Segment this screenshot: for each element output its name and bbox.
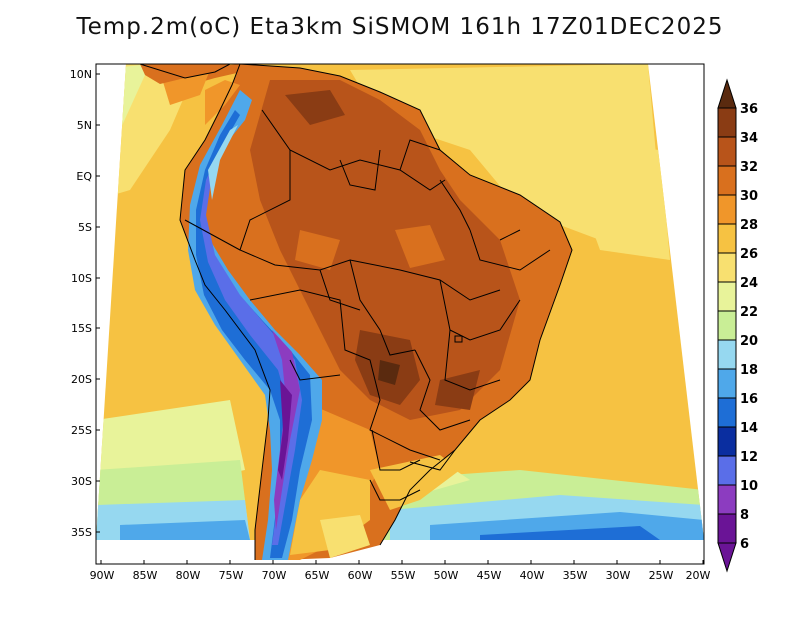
colorbar-label: 24 xyxy=(740,276,758,291)
map-frame xyxy=(95,63,705,565)
colorbar-label: 8 xyxy=(740,508,749,523)
amazon-hot-zone xyxy=(250,80,520,420)
colorbar-label: 14 xyxy=(740,421,758,436)
colorbar-segment xyxy=(717,513,737,544)
colorbar-label: 26 xyxy=(740,247,758,262)
colorbar-segment xyxy=(717,368,737,399)
country-borders xyxy=(139,64,573,560)
colorbar-segment xyxy=(717,165,737,196)
colorbar-segment xyxy=(717,252,737,283)
lon-tick-label: 50W xyxy=(434,569,459,582)
colorbar-segment xyxy=(717,426,737,457)
lon-tick-label: 30W xyxy=(606,569,631,582)
lon-tick-label: 25W xyxy=(649,569,674,582)
lon-tick-label: 40W xyxy=(520,569,545,582)
colorbar-label: 34 xyxy=(740,131,758,146)
lat-tick-label: 25S xyxy=(71,424,92,437)
temperature-field xyxy=(96,64,704,560)
colorbar-label: 16 xyxy=(740,392,758,407)
lat-tick-label: 15S xyxy=(71,322,92,335)
colorbar-label: 30 xyxy=(740,189,758,204)
lon-tick-label: 70W xyxy=(262,569,287,582)
colorbar-segment xyxy=(717,455,737,486)
colorbar-label: 32 xyxy=(740,160,758,175)
lon-tick-label: 85W xyxy=(133,569,158,582)
lon-tick-label: 75W xyxy=(219,569,244,582)
lat-tick-label: 10S xyxy=(71,272,92,285)
colorbar-segment xyxy=(717,107,737,138)
colorbar-label: 18 xyxy=(740,363,758,378)
colorbar-label: 12 xyxy=(740,450,758,465)
central-america-land xyxy=(140,64,230,84)
colorbar-label: 22 xyxy=(740,305,758,320)
colorbar-segment xyxy=(717,194,737,225)
colorbar-label: 6 xyxy=(740,537,749,552)
colorbar-label: 28 xyxy=(740,218,758,233)
lon-tick-label: 90W xyxy=(90,569,115,582)
lat-tick-label: 10N xyxy=(70,68,92,81)
colorbar: 36 34 32 30 28 26 24 22 20 18 16 14 12 10 8 6 xyxy=(717,78,758,573)
lon-tick-label: 45W xyxy=(477,569,502,582)
lon-tick-label: 35W xyxy=(563,569,588,582)
axis-ticks xyxy=(96,73,704,564)
lon-tick-label: 20W xyxy=(686,569,711,582)
lat-tick-label: 5N xyxy=(77,119,92,132)
lat-tick-label: EQ xyxy=(76,170,92,183)
chart-title: Temp.2m(oC) Eta3km SiSMOM 161h 17Z01DEC2… xyxy=(76,14,724,40)
colorbar-segment xyxy=(717,136,737,167)
lon-tick-label: 80W xyxy=(176,569,201,582)
colorbar-label: 36 xyxy=(740,102,758,117)
colorbar-label: 20 xyxy=(740,334,758,349)
lat-tick-label: 30S xyxy=(71,475,92,488)
lat-tick-label: 35S xyxy=(71,526,92,539)
lon-tick-label: 60W xyxy=(348,569,373,582)
colorbar-segment xyxy=(717,281,737,312)
lon-tick-label: 65W xyxy=(305,569,330,582)
colorbar-segment xyxy=(717,223,737,254)
colorbar-segment xyxy=(717,339,737,370)
colorbar-arrow-bottom xyxy=(717,542,737,573)
colorbar-segment xyxy=(717,397,737,428)
colorbar-label: 10 xyxy=(740,479,758,494)
lon-tick-label: 55W xyxy=(391,569,416,582)
lat-tick-label: 5S xyxy=(78,221,92,234)
colorbar-segment xyxy=(717,310,737,341)
lat-tick-label: 20S xyxy=(71,373,92,386)
colorbar-segment xyxy=(717,484,737,515)
colorbar-arrow-top xyxy=(717,78,737,109)
